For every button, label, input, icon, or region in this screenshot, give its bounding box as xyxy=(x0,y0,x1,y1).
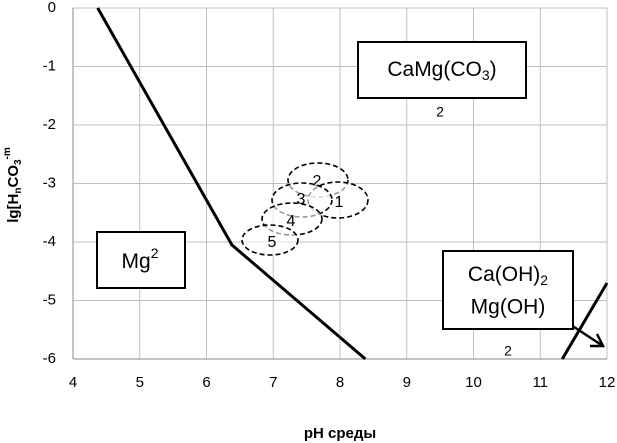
label-box xyxy=(357,41,527,99)
text-part: 2 xyxy=(540,272,548,288)
box-label: CaMg(CO3) xyxy=(387,58,496,83)
region-ellipse xyxy=(241,224,299,256)
y-tick-label: -1 xyxy=(43,57,56,74)
ellipse-label: 2 xyxy=(313,173,322,190)
text-part: Mg xyxy=(122,250,151,273)
x-axis-label: pH среды xyxy=(304,425,376,442)
x-tick-label: 8 xyxy=(336,374,344,391)
box-note: 2 xyxy=(436,104,444,120)
arrow xyxy=(570,323,606,348)
y-tick-label: -4 xyxy=(43,233,56,250)
y-tick-label: 0 xyxy=(48,0,56,16)
y-axis-label: lg[HnCO3-m xyxy=(2,147,24,223)
box-label: Mg2 xyxy=(122,245,159,273)
x-tick-label: 11 xyxy=(532,374,548,391)
ellipse-label: 4 xyxy=(287,213,296,230)
x-tick-label: 4 xyxy=(69,374,77,391)
y-tick-label: -6 xyxy=(43,350,56,367)
text-part: ) xyxy=(490,58,497,81)
series-line xyxy=(560,282,609,360)
box-label: Mg(OH) xyxy=(471,296,546,319)
y-tick-label: -5 xyxy=(43,291,56,308)
x-tick-label: 10 xyxy=(465,374,482,391)
text-part: 3 xyxy=(482,67,490,83)
x-tick-label: 9 xyxy=(403,374,411,391)
text-part: 2 xyxy=(151,245,159,261)
y-tick-label: -3 xyxy=(43,174,56,191)
series-line xyxy=(96,7,367,361)
label-box xyxy=(442,250,574,330)
x-tick-label: 6 xyxy=(202,374,210,391)
y-tick-label: -2 xyxy=(43,116,56,133)
x-tick-label: 5 xyxy=(136,374,144,391)
x-tick-label: 12 xyxy=(599,374,616,391)
label-box xyxy=(96,231,186,289)
ellipse-label: 1 xyxy=(335,194,344,211)
box-note: 2 xyxy=(504,343,512,359)
text-part: CaMg(CO xyxy=(387,58,482,81)
ellipse-label: 5 xyxy=(268,234,277,251)
ellipse-label: 3 xyxy=(297,191,306,208)
x-tick-label: 7 xyxy=(269,374,277,391)
text-part: Ca(OH) xyxy=(468,263,540,286)
box-label: Ca(OH)2 xyxy=(468,263,548,288)
